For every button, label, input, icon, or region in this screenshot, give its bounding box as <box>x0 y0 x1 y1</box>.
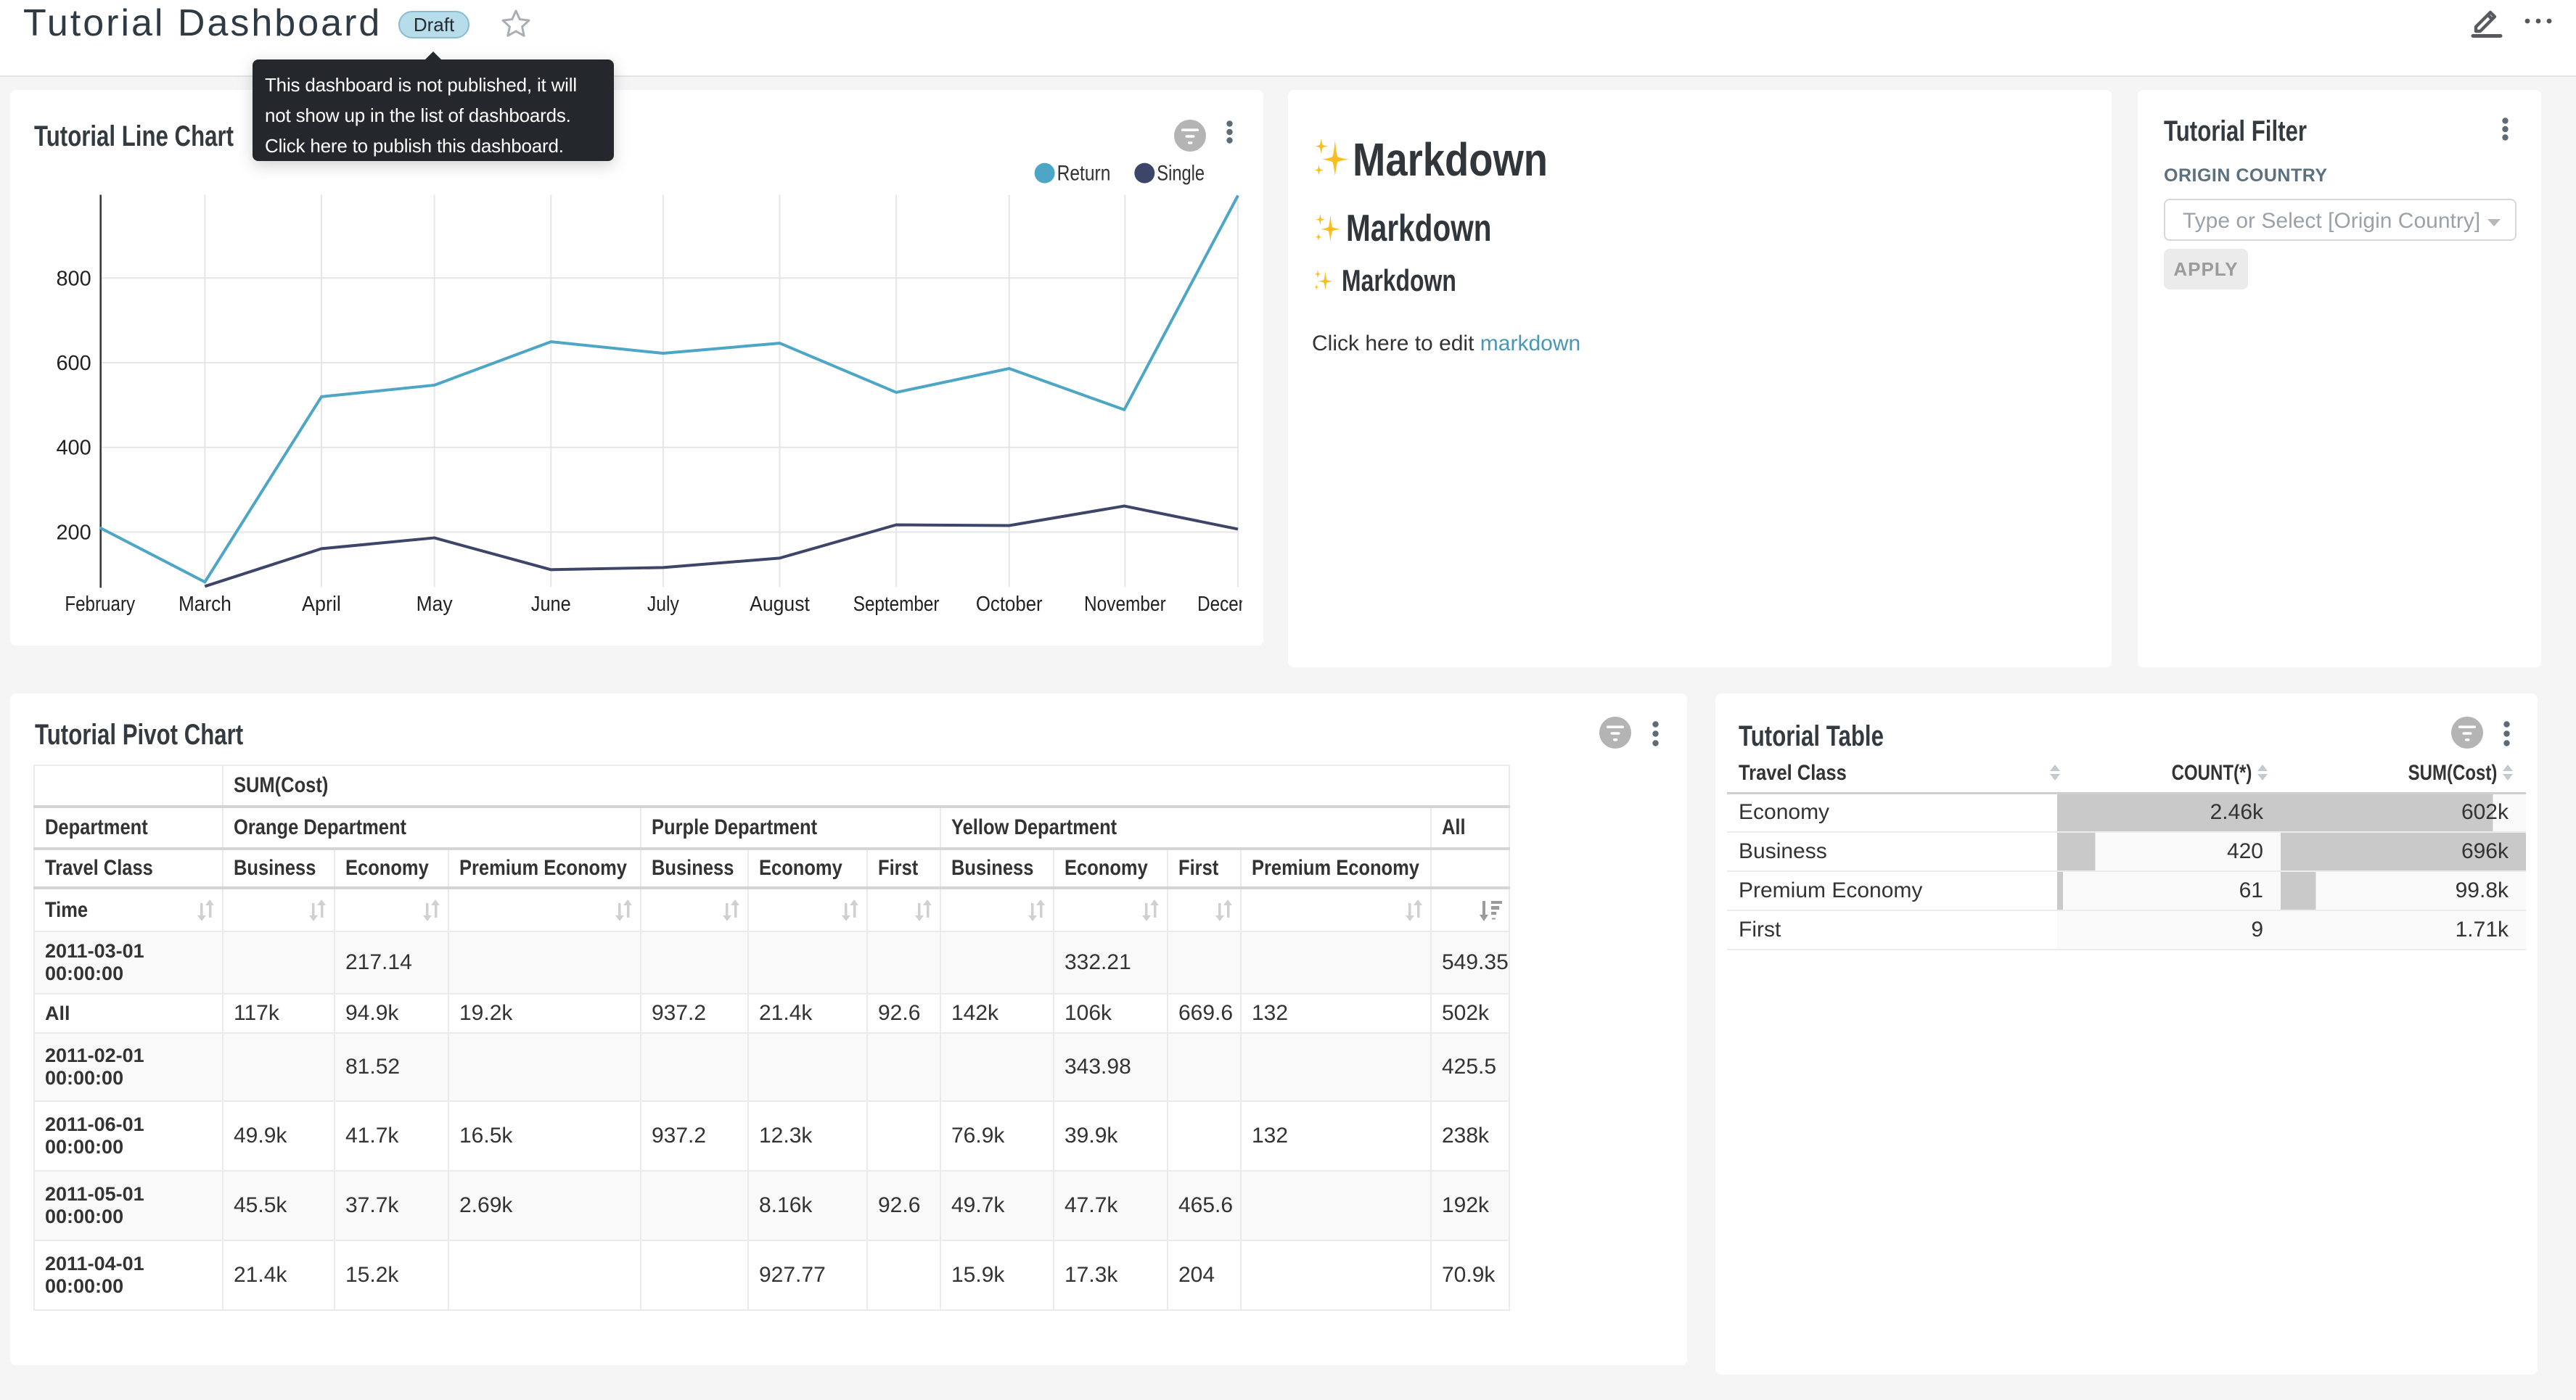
svg-text:February: February <box>65 593 135 616</box>
svg-text:200: 200 <box>56 521 91 544</box>
svg-text:May: May <box>417 593 453 616</box>
svg-text:July: July <box>647 593 679 616</box>
svg-text:September: September <box>853 593 940 616</box>
svg-text:October: October <box>976 593 1043 616</box>
svg-text:Return: Return <box>1057 162 1111 186</box>
svg-text:Single: Single <box>1157 162 1205 186</box>
svg-text:August: August <box>750 593 810 616</box>
svg-text:June: June <box>531 593 571 616</box>
svg-text:800: 800 <box>56 267 91 290</box>
svg-text:400: 400 <box>56 437 91 460</box>
svg-text:600: 600 <box>56 352 91 375</box>
svg-text:December: December <box>1197 593 1242 616</box>
svg-text:November: November <box>1084 593 1166 616</box>
svg-text:April: April <box>302 593 341 616</box>
svg-text:March: March <box>179 593 231 616</box>
